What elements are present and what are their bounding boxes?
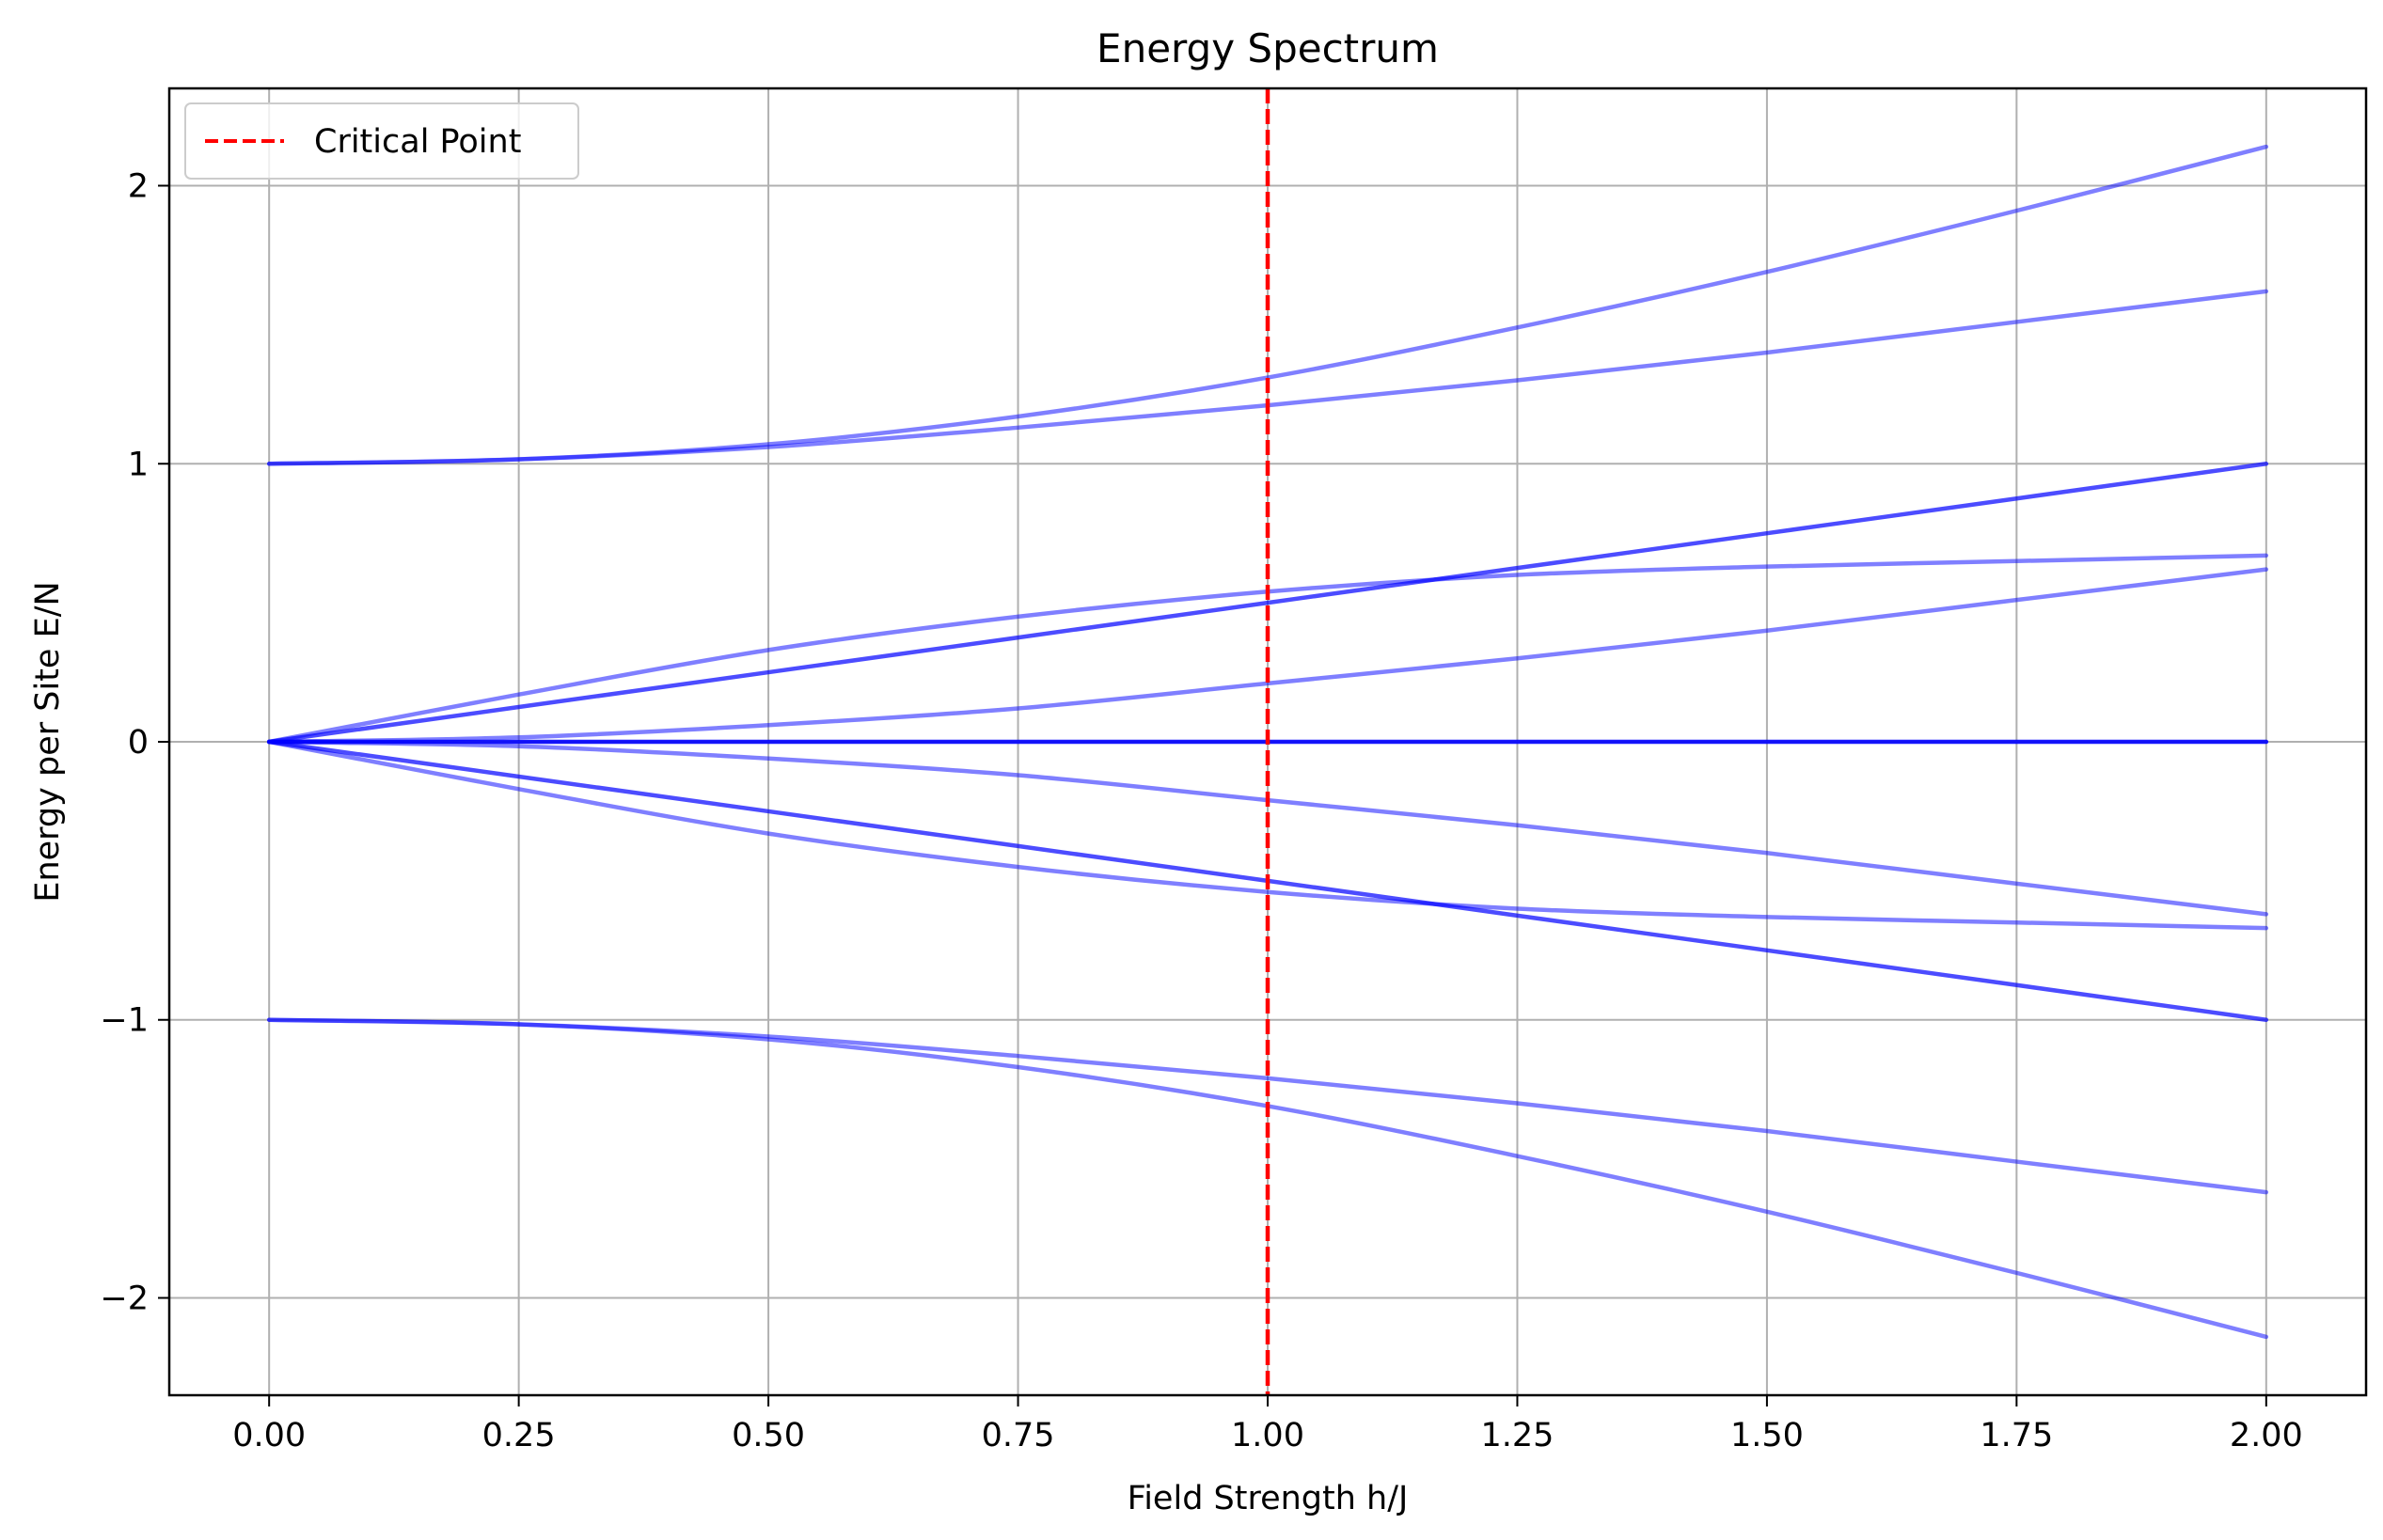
y-tick-label: 0	[128, 724, 149, 762]
energy-level-line	[266, 462, 2269, 745]
y-axis-ticks: −2 −1 0 1 2	[100, 168, 169, 1317]
y-axis-label: Energy per Site E/N	[29, 581, 67, 902]
legend: Critical Point	[184, 102, 579, 180]
x-tick-label: 1.25	[1480, 1417, 1554, 1454]
x-tick-label: 2.00	[2230, 1417, 2303, 1454]
energy-level-line	[266, 739, 2269, 931]
y-tick-label: −2	[100, 1280, 149, 1317]
legend-box	[184, 102, 579, 180]
y-tick-label: 2	[128, 168, 149, 206]
x-tick-label: 1.00	[1231, 1417, 1304, 1454]
x-tick-label: 1.50	[1730, 1417, 1804, 1454]
chart-title: Energy Spectrum	[1097, 25, 1439, 71]
x-tick-label: 0.50	[732, 1417, 805, 1454]
x-tick-label: 0.00	[232, 1417, 306, 1454]
energy-level-line	[266, 567, 2269, 745]
y-tick-label: −1	[100, 1002, 149, 1040]
x-axis-ticks: 0.00 0.25 0.50 0.75 1.00 1.25 1.50 1.75 2.00	[232, 1395, 2303, 1454]
x-tick-label: 0.75	[982, 1417, 1055, 1454]
x-tick-label: 1.75	[1980, 1417, 2053, 1454]
y-tick-label: 1	[128, 446, 149, 483]
legend-critical-point-label: Critical Point	[314, 123, 521, 161]
x-tick-label: 0.25	[482, 1417, 556, 1454]
x-axis-label: Field Strength h/J	[1128, 1480, 1409, 1517]
